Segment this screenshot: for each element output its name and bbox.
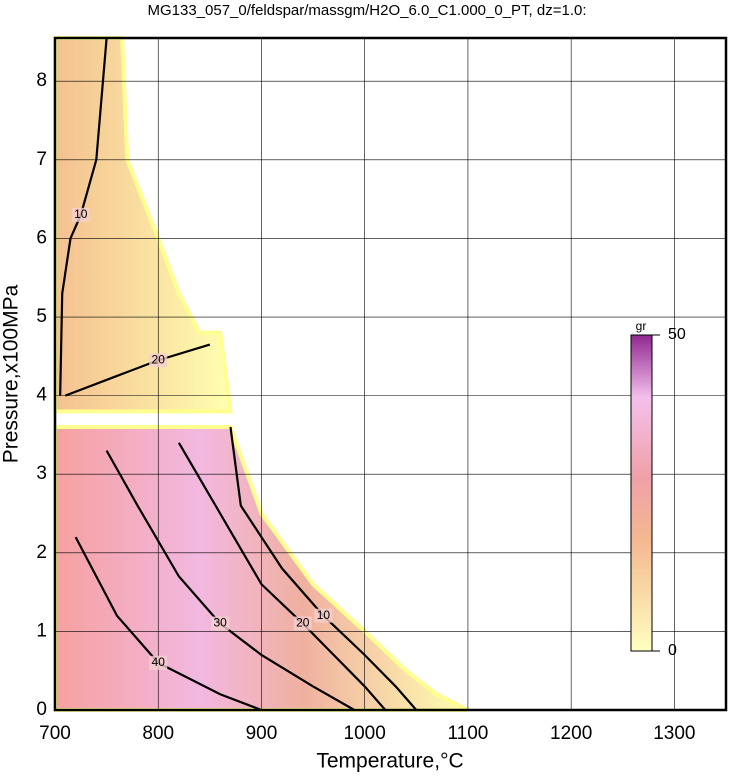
y-axis-label: Pressure,x100MPa (0, 284, 23, 463)
contour-label-bg (293, 616, 312, 631)
colorbar-tick-label: 50 (668, 326, 686, 343)
contour-line (64, 343, 211, 397)
x-tick-label: 900 (246, 723, 278, 744)
contour-label: 40 (152, 655, 166, 669)
field (53, 36, 233, 414)
colorbar (630, 334, 653, 652)
y-tick-label: 1 (36, 620, 47, 641)
contours: 10 20 30 40 10 20 (59, 37, 418, 712)
y-tick-label: 0 (36, 699, 47, 720)
x-tick-label: 800 (142, 723, 174, 744)
y-tick-label: 5 (36, 306, 47, 327)
contour-label-bg (211, 616, 230, 631)
contour-line (59, 37, 108, 396)
y-tick-label: 6 (36, 227, 47, 248)
x-tick-label: 1300 (653, 723, 695, 744)
x-axis-label: Temperature,°C (316, 750, 463, 773)
contour-label-bg (149, 353, 168, 368)
contour-label-bg (71, 207, 90, 222)
contour-label-bg (314, 608, 333, 623)
y-tick-label: 4 (36, 385, 47, 406)
contour-label: 20 (296, 616, 310, 630)
colorbar-tick-label: 0 (668, 642, 677, 659)
chart-title: MG133_057_0/feldspar/massgm/H2O_6.0_C1.0… (147, 2, 586, 19)
plot-frame (53, 36, 728, 712)
contour-label: 20 (152, 352, 166, 366)
contour-label-bg (149, 655, 168, 670)
contour-line (74, 536, 262, 712)
y-tick-label: 3 (36, 463, 47, 484)
x-tick-label: 1000 (344, 723, 386, 744)
y-tick-label: 2 (36, 542, 47, 563)
y-tick-label: 7 (36, 149, 47, 170)
y-tick-label: 8 (36, 70, 47, 91)
x-tick-label: 1200 (550, 723, 592, 744)
contour-label: 10 (74, 207, 88, 221)
x-tick-label: 1100 (447, 723, 488, 744)
contour-label: 30 (213, 616, 227, 630)
contour-label: 10 (317, 608, 331, 622)
colorbar-label: gr (636, 319, 647, 333)
colorbar-ticks: 0 50 (652, 326, 686, 659)
x-tick-label: 700 (39, 723, 71, 744)
